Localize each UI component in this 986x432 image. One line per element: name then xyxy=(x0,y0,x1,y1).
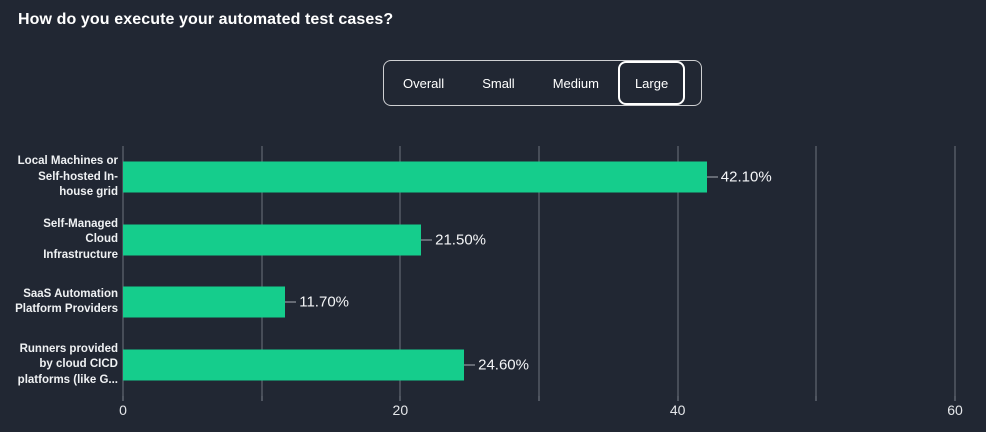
x-axis-tick xyxy=(815,396,817,401)
value-axis: 0 20 40 60 xyxy=(119,396,963,426)
bar-3[interactable] xyxy=(123,286,286,318)
bar-row: 24.60% xyxy=(123,334,955,397)
gridline xyxy=(399,146,401,396)
category-label: SaaS Automation Platform Providers xyxy=(15,287,118,316)
bar-1[interactable] xyxy=(123,161,707,193)
category-axis: Local Machines or Self-hosted In- house … xyxy=(0,146,118,396)
category-label: Local Machines or Self-hosted In- house … xyxy=(17,155,118,198)
value-connector-line xyxy=(464,364,476,366)
value-connector-line xyxy=(706,176,718,178)
bar-2[interactable] xyxy=(123,224,422,256)
x-axis-tick xyxy=(122,396,124,401)
tab-small[interactable]: Small xyxy=(482,75,515,91)
bar-row: 11.70% xyxy=(123,271,955,334)
bar-value: 24.60% xyxy=(464,356,529,373)
x-axis-tick xyxy=(677,396,679,401)
bar-value: 21.50% xyxy=(421,231,486,248)
tab-medium[interactable]: Medium xyxy=(552,75,599,91)
value-connector-line xyxy=(285,301,297,303)
x-axis-label: 20 xyxy=(392,402,409,418)
bar-value-label: 24.60% xyxy=(478,356,529,374)
gridline xyxy=(538,146,540,396)
x-axis-tick xyxy=(399,396,401,401)
tab-large[interactable]: Large xyxy=(617,61,686,105)
bar-value-label: 21.50% xyxy=(435,231,486,249)
x-axis-tick xyxy=(538,396,540,401)
bar-value: 11.70% xyxy=(285,294,349,311)
x-axis-tick xyxy=(954,396,956,401)
page-title: How do you execute your automated test c… xyxy=(18,11,394,28)
x-axis-label: 0 xyxy=(119,402,127,418)
gridline xyxy=(815,146,817,396)
bar-value-label: 42.10% xyxy=(720,168,772,186)
x-axis-label: 40 xyxy=(669,402,686,418)
gridline xyxy=(954,146,956,396)
plot-area: 42.10% 21.50% 11.70% 24.60% xyxy=(122,146,956,397)
bar-4[interactable] xyxy=(123,349,465,381)
bar-value-label: 11.70% xyxy=(299,293,349,311)
bar-value: 42.10% xyxy=(706,168,772,186)
x-axis-label: 60 xyxy=(947,402,963,418)
value-connector-line xyxy=(421,239,433,241)
bar-row: 42.10% xyxy=(123,146,955,209)
gridline xyxy=(122,146,124,396)
category-label: Self-Managed Cloud Infrastructure xyxy=(43,217,118,261)
size-filter-tab-group: Overall Small Medium Large xyxy=(383,60,702,106)
gridline xyxy=(261,146,263,396)
x-axis-tick xyxy=(261,396,263,401)
bar-row: 21.50% xyxy=(123,209,955,272)
gridline xyxy=(677,146,679,396)
category-label: Runners provided by cloud CICD platforms… xyxy=(17,342,118,386)
tab-overall[interactable]: Overall xyxy=(403,75,445,91)
